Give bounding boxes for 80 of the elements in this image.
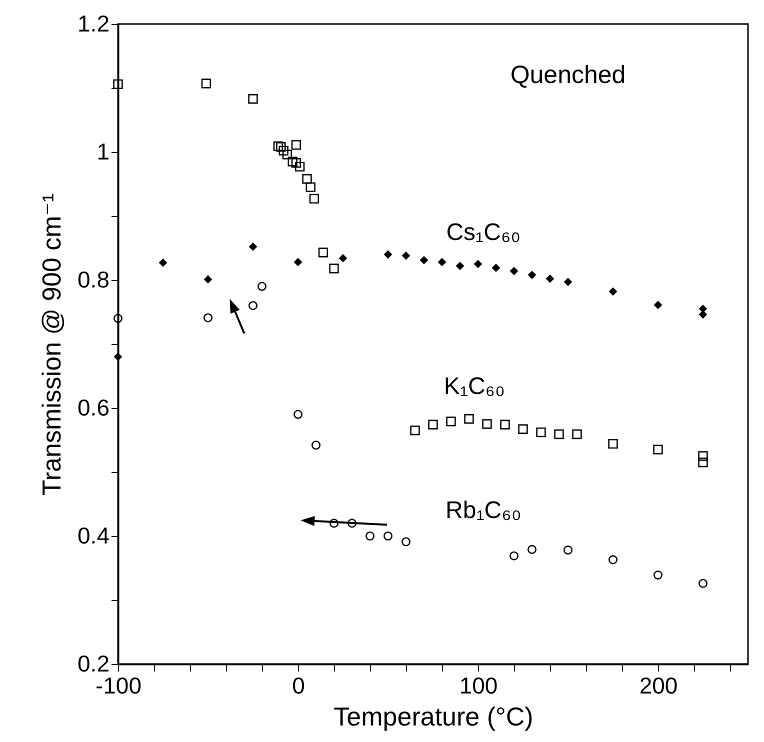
- y-tick-label: 0.8: [78, 266, 110, 292]
- point: [294, 162, 305, 172]
- point: [420, 256, 428, 264]
- point: [365, 531, 375, 541]
- point: [248, 94, 258, 104]
- point: [492, 264, 500, 272]
- point: [248, 301, 258, 310]
- point: [527, 544, 537, 554]
- point: [203, 313, 213, 322]
- point: [306, 182, 316, 192]
- point: [347, 518, 357, 528]
- point: [564, 278, 572, 286]
- point: [329, 518, 339, 528]
- point: [510, 266, 518, 276]
- point: [698, 578, 708, 588]
- annotation: Quenched: [510, 61, 626, 89]
- point: [273, 141, 284, 152]
- point: [698, 458, 708, 468]
- point: [276, 142, 286, 152]
- point: [293, 410, 303, 419]
- point: [410, 426, 420, 436]
- point: [698, 451, 708, 461]
- point: [546, 274, 554, 283]
- point: [383, 531, 393, 541]
- point: [309, 194, 320, 204]
- x-tick-label: 200: [639, 672, 678, 698]
- point: [201, 78, 212, 88]
- x-tick-label: 100: [459, 672, 498, 698]
- point: [653, 570, 663, 580]
- point: [536, 427, 546, 438]
- point: [464, 414, 474, 424]
- point: [291, 158, 302, 168]
- point: [329, 264, 339, 274]
- point: [608, 287, 618, 296]
- point: [572, 429, 582, 440]
- point: [554, 429, 564, 440]
- y-tick-label: 1: [96, 138, 110, 164]
- point: [500, 420, 510, 430]
- point: [282, 150, 292, 160]
- point: [401, 537, 411, 546]
- point: [257, 282, 267, 291]
- point: [338, 254, 348, 262]
- point: [204, 275, 212, 284]
- point: [474, 260, 482, 268]
- y-tick-label: 0.6: [78, 394, 110, 420]
- series-label: Rb₁C₆₀: [446, 497, 522, 524]
- point: [248, 242, 258, 251]
- point: [456, 262, 464, 270]
- y-axis-title: Transmission @ 900 cm⁻¹: [36, 193, 67, 496]
- point: [291, 140, 302, 150]
- point: [608, 555, 618, 564]
- point: [158, 258, 168, 267]
- point: [518, 424, 528, 434]
- point: [654, 300, 662, 310]
- point: [428, 420, 438, 430]
- point: [318, 248, 328, 258]
- point: [288, 156, 298, 166]
- point: [446, 416, 456, 426]
- point: [482, 419, 492, 429]
- point: [438, 258, 446, 266]
- point: [302, 174, 312, 184]
- series-label: K₁C₆₀: [444, 373, 505, 400]
- point: [608, 439, 618, 449]
- point: [294, 258, 302, 266]
- point: [528, 270, 536, 280]
- x-axis-title: Temperature (°C): [334, 702, 534, 732]
- point: [384, 250, 392, 259]
- point: [113, 314, 123, 323]
- point: [311, 440, 321, 450]
- point: [402, 251, 410, 260]
- y-tick-label: 0.4: [78, 522, 110, 548]
- series-label: Cs₁C₆₀: [446, 218, 521, 246]
- point: [113, 79, 123, 89]
- x-tick-label: 0: [292, 672, 305, 698]
- point: [114, 352, 122, 361]
- point: [278, 146, 288, 156]
- point: [509, 551, 519, 560]
- point: [563, 546, 573, 555]
- point: [653, 444, 663, 454]
- y-tick-label: 1.2: [78, 10, 110, 36]
